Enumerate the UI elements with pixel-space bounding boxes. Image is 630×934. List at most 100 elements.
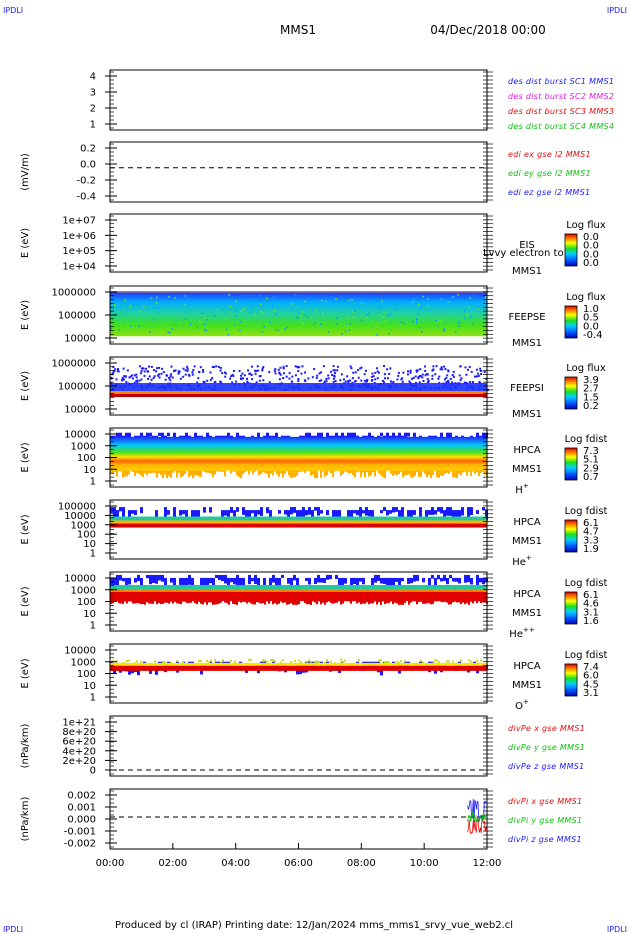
- y-tick-label: 100: [77, 453, 96, 464]
- x-tick-label: 04:00: [221, 858, 250, 869]
- x-tick-label: 00:00: [96, 858, 125, 869]
- colorbar-tick-label: 6.1: [583, 590, 599, 601]
- colorbar: [564, 519, 578, 553]
- species-label: O+: [515, 698, 529, 712]
- legend-entry: divPe z gse MMS1: [508, 762, 585, 771]
- y-tick-label: 100000: [58, 502, 96, 513]
- colorbar-tick-label: 3.3: [583, 535, 599, 546]
- y-tick-label: 0.002: [67, 791, 96, 802]
- y-tick-label: 1e+04: [62, 262, 96, 273]
- y-tick-label: 8e+20: [62, 727, 96, 738]
- x-tick-label: 10:00: [410, 858, 439, 869]
- y-axis-label: E (eV): [20, 442, 31, 472]
- colorbar-tick-label: 1.6: [583, 616, 599, 627]
- y-tick-label: 1e+06: [62, 231, 96, 242]
- instrument-label: FEEPSI: [510, 383, 544, 394]
- y-tick-label: 6e+20: [62, 737, 96, 748]
- colorbar: [564, 591, 578, 625]
- panel-frame: [109, 141, 488, 203]
- y-tick-label: 1: [90, 549, 96, 560]
- legend-entry: edi ex gse l2 MMS1: [508, 150, 591, 159]
- y-tick-label: 1: [90, 120, 96, 131]
- divpi-series-1: [467, 815, 488, 835]
- colorbar-title: Log flux: [566, 363, 606, 374]
- y-tick-label: 10000: [64, 646, 96, 657]
- species-label: He+: [512, 554, 532, 568]
- y-tick-label: 1e+21: [62, 718, 96, 729]
- y-tick-label: 1: [90, 693, 96, 704]
- spacecraft-label: MMS1: [512, 536, 542, 547]
- instrument-label: HPCA: [513, 517, 541, 528]
- legend-entry: des dist burst SC1 MMS1: [508, 77, 614, 86]
- y-tick-label: 4e+20: [62, 746, 96, 757]
- legend-entry: divPe y gse MMS1: [508, 743, 585, 752]
- spacecraft-label: MMS1: [512, 409, 542, 420]
- y-axis-label: (nPa/km): [20, 797, 31, 842]
- x-tick-label: 08:00: [347, 858, 376, 869]
- colorbar-tick-label: 3.9: [583, 375, 599, 386]
- y-tick-label: 100: [77, 530, 96, 541]
- species-label: H+: [515, 482, 529, 496]
- colorbar-title: Log fdist: [565, 578, 608, 589]
- instrument-label: EIS: [519, 240, 535, 251]
- colorbar-title: Log flux: [566, 292, 606, 303]
- colorbar-title: Log fdist: [565, 650, 608, 661]
- colorbar-tick-label: 0.0: [583, 258, 599, 269]
- colorbar: [564, 376, 578, 410]
- y-tick-label: 1000000: [51, 288, 96, 299]
- panel-frame: [109, 788, 488, 850]
- spacecraft-label: MMS1: [512, 608, 542, 619]
- colorbar-title: Log fdist: [565, 506, 608, 517]
- y-tick-label: 10: [83, 465, 96, 476]
- spectrogram-band: [110, 394, 487, 397]
- colorbar-title: Log flux: [566, 220, 606, 231]
- legend-entry: divPi y gse MMS1: [508, 816, 582, 825]
- panel-frame: [109, 715, 488, 777]
- y-tick-label: 100000: [58, 382, 96, 393]
- spacecraft-label: MMS1: [512, 680, 542, 691]
- colorbar-tick-label: 4.6: [583, 599, 599, 610]
- spectrogram-band: [110, 591, 487, 601]
- y-tick-label: 1: [90, 621, 96, 632]
- colorbar-tick-label: 1.0: [583, 304, 599, 315]
- y-tick-label: -0.2: [76, 176, 96, 187]
- colorbar-tick-label: 0.7: [583, 472, 599, 483]
- panel-feepse: 1000000 100000 10000 E (eV) FEEPSE MMS1 Log fl…: [20, 285, 606, 349]
- corner-mark-top-right: IPDLI: [607, 6, 627, 15]
- y-tick-label: 0.000: [67, 815, 96, 826]
- y-tick-label: 1000: [71, 657, 96, 668]
- overlay-label: Lvvy electron to: [483, 248, 564, 259]
- corner-mark-top-left: IPDLI: [3, 6, 23, 15]
- y-tick-label: 10: [83, 609, 96, 620]
- x-tick-label: 02:00: [158, 858, 187, 869]
- spectrogram-band: [110, 436, 487, 471]
- y-axis-label: (mV/m): [20, 153, 31, 191]
- colorbar-tick-label: 2.9: [583, 463, 599, 474]
- y-tick-label: 100000: [58, 311, 96, 322]
- colorbar-tick-label: 0.2: [583, 401, 599, 412]
- y-axis-label: (nPa/km): [20, 724, 31, 769]
- y-tick-label: 1e+05: [62, 246, 96, 257]
- footer-text: Produced by cl (IRAP) Printing date: 12/…: [115, 920, 513, 931]
- spectrogram-band: [110, 523, 487, 528]
- y-tick-label: 1: [90, 477, 96, 488]
- legend-entry: divPi z gse MMS1: [508, 835, 582, 844]
- y-tick-label: 10000: [64, 405, 96, 416]
- colorbar-tick-label: 4.5: [583, 679, 599, 690]
- y-tick-label: 10: [83, 539, 96, 550]
- colorbar: [564, 305, 578, 339]
- colorbar-tick-label: 0.0: [583, 241, 599, 252]
- y-tick-label: 1e+07: [62, 216, 96, 227]
- x-tick-label: 12:00: [473, 858, 502, 869]
- y-tick-label: 10000: [64, 574, 96, 585]
- panel-feepsi: 1000000 100000 10000 E (eV) FEEPSI MMS1 Log fl…: [20, 356, 606, 420]
- y-tick-label: 2: [90, 104, 96, 115]
- corner-mark-bottom-right: IPDLI: [607, 925, 627, 934]
- y-tick-label: 10000: [64, 511, 96, 522]
- spectrogram-band: [110, 291, 487, 337]
- y-axis-label: E (eV): [20, 658, 31, 688]
